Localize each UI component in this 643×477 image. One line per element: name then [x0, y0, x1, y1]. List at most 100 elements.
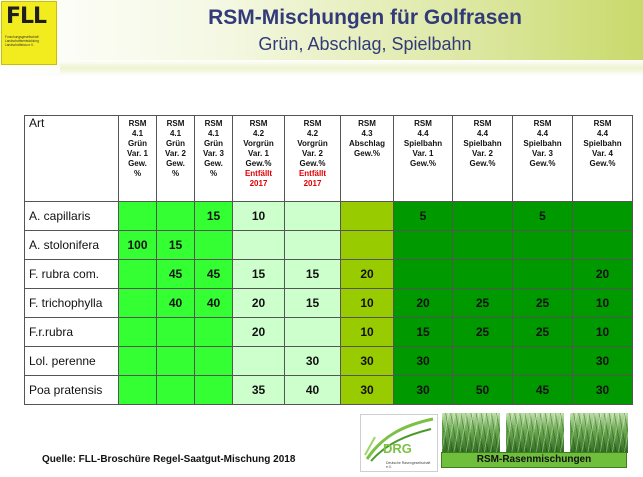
weight-percent-cell: 10: [572, 317, 633, 347]
table-row: F.r.rubra 20 10 15 25 25 10: [24, 317, 633, 347]
column-header-line: Var. 2: [165, 149, 186, 158]
weight-percent-cell: [194, 317, 233, 347]
column-header-line: Spielbahn: [403, 139, 443, 148]
weight-percent-cell: [452, 230, 513, 260]
weight-percent-cell: 30: [393, 346, 453, 376]
discontinued-note: 2017: [303, 179, 322, 188]
weight-percent-cell: 45: [512, 375, 573, 405]
source-note: Quelle: FLL-Broschüre Regel-Saatgut-Misc…: [42, 454, 296, 465]
species-label: Poa pratensis: [24, 375, 119, 405]
column-header-line: RSM: [128, 119, 147, 128]
column-header-line: Gew.%: [410, 159, 436, 168]
column-header-line: 4.1: [131, 129, 144, 138]
grass-photo: [442, 413, 500, 453]
weight-percent-cell: 5: [393, 201, 453, 231]
species-label: F. trichophylla: [24, 288, 119, 318]
weight-percent-cell: 10: [340, 288, 394, 318]
rsm-rasenmischungen-label: RSM-Rasenmischungen: [441, 452, 627, 468]
weight-percent-cell: [452, 201, 513, 231]
column-header-line: Gew.: [166, 159, 185, 168]
fll-logo-subtext: Forschungsgesellschaft Landschaftsentwic…: [5, 35, 39, 47]
page-subtitle: Grün, Abschlag, Spielbahn: [258, 34, 472, 54]
column-header-line: RSM: [249, 119, 268, 128]
weight-percent-cell: [118, 375, 157, 405]
weight-percent-cell: [156, 346, 195, 376]
weight-percent-cell: 15: [194, 201, 233, 231]
table-row: F. trichophylla 40 40 20 15 10 20 25 25 10: [24, 288, 633, 318]
weight-percent-cell: [284, 201, 341, 231]
column-header: RSM 4.2 Vorgrün Var. 2 Gew.% Entfällt 2017: [284, 115, 341, 202]
weight-percent-cell: [156, 201, 195, 231]
column-header-line: %: [209, 169, 218, 178]
column-header-line: Gew.%: [299, 159, 326, 168]
species-label: Lol. perenne: [24, 346, 119, 376]
column-header-line: Vorgrün: [297, 139, 328, 148]
weight-percent-cell: 20: [340, 259, 394, 289]
column-header-line: Var. 3: [532, 149, 553, 158]
drg-logo-graphic: DRG: [364, 417, 434, 462]
weight-percent-cell: [393, 259, 453, 289]
column-header-line: Gew.%: [589, 159, 616, 168]
column-header-line: RSM: [533, 119, 552, 128]
weight-percent-cell: 30: [572, 346, 633, 376]
weight-percent-cell: 15: [232, 259, 285, 289]
weight-percent-cell: 25: [512, 317, 573, 347]
discontinued-note: Entfällt: [298, 169, 327, 178]
column-header-line: RSM: [473, 119, 492, 128]
column-header-line: Gew.%: [529, 159, 556, 168]
table-row: Poa pratensis 35 40 30 30 50 45 30: [24, 375, 633, 405]
weight-percent-cell: [194, 346, 233, 376]
weight-percent-cell: [118, 259, 157, 289]
weight-percent-cell: [572, 201, 633, 231]
column-header-line: 4.3: [361, 129, 373, 138]
column-header-line: 4.1: [207, 129, 220, 138]
weight-percent-cell: 20: [232, 288, 285, 318]
weight-percent-cell: [393, 230, 453, 260]
weight-percent-cell: [572, 230, 633, 260]
column-header: RSM 4.1 Grün Var. 1 Gew.%: [118, 115, 157, 202]
weight-percent-cell: 20: [572, 259, 633, 289]
weight-percent-cell: [194, 375, 233, 405]
fll-logo-mark: FLL: [6, 4, 47, 29]
table-row: A. capillaris 15 10 5 5: [24, 201, 633, 231]
weight-percent-cell: [118, 317, 157, 347]
weight-percent-cell: [156, 375, 195, 405]
column-header: RSM 4.4 Spielbahn Var. 1 Gew.%: [393, 115, 453, 202]
species-label: F.r.rubra: [24, 317, 119, 347]
weight-percent-cell: 30: [393, 375, 453, 405]
species-label: A. stolonifera: [24, 230, 119, 260]
column-header-line: Grün: [127, 139, 148, 148]
weight-percent-cell: 30: [284, 346, 341, 376]
weight-percent-cell: 45: [194, 259, 233, 289]
column-header-line: Var. 1: [248, 149, 269, 158]
weight-percent-cell: 35: [232, 375, 285, 405]
weight-percent-cell: 40: [194, 288, 233, 318]
weight-percent-cell: [194, 230, 233, 260]
weight-percent-cell: [118, 201, 157, 231]
weight-percent-cell: 30: [572, 375, 633, 405]
column-header-line: Vorgrün: [243, 139, 274, 148]
column-header: RSM 4.4 Spielbahn Var. 3 Gew.%: [512, 115, 573, 202]
column-header-line: 4.2: [306, 129, 319, 138]
column-header-line: Var. 2: [472, 149, 493, 158]
column-header-art: Art: [24, 115, 119, 202]
discontinued-note: Entfällt: [244, 169, 273, 178]
weight-percent-cell: 40: [284, 375, 341, 405]
column-header: RSM 4.3 Abschlag Gew.%: [340, 115, 394, 202]
column-header: RSM 4.1 Grün Var. 3 Gew.%: [194, 115, 233, 202]
column-header-line: Gew.%: [245, 159, 272, 168]
drg-caption: Deutsche Rasengesellschaft e.V.: [386, 461, 431, 469]
column-header-line: Var. 1: [127, 149, 148, 158]
column-header-line: Grün: [203, 139, 224, 148]
column-header-line: 4.1: [169, 129, 182, 138]
column-header-line: RSM: [303, 119, 322, 128]
weight-percent-cell: [284, 230, 341, 260]
column-header-line: RSM: [358, 119, 376, 128]
column-header-line: %: [171, 169, 180, 178]
column-header: RSM 4.4 Spielbahn Var. 4 Gew.%: [572, 115, 633, 202]
weight-percent-cell: 100: [118, 230, 157, 260]
weight-percent-cell: 25: [452, 317, 513, 347]
column-header-line: Grün: [165, 139, 186, 148]
column-header-line: 4.4: [417, 129, 429, 138]
weight-percent-cell: 25: [512, 288, 573, 318]
